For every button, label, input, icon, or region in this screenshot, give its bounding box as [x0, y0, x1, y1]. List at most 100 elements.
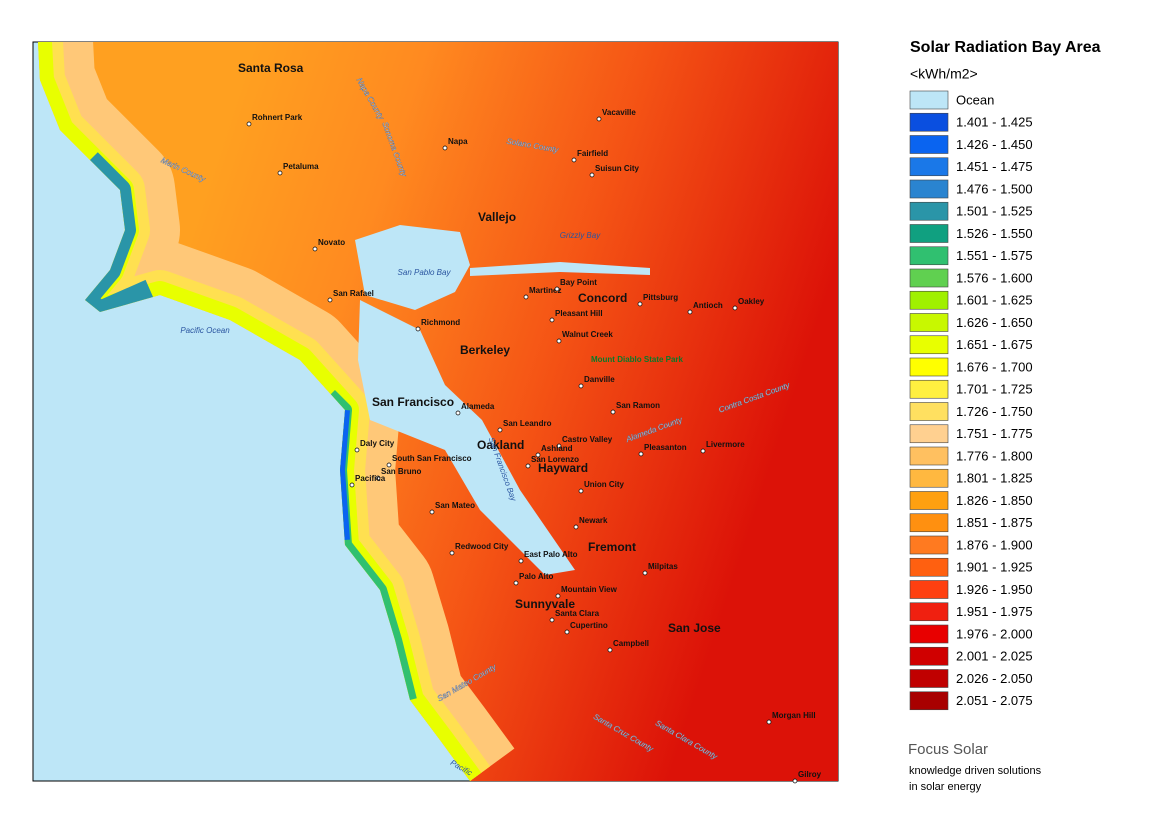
legend-swatch — [909, 201, 949, 221]
legend-swatch — [909, 624, 949, 644]
city-dot — [549, 317, 555, 323]
city-label: Union City — [584, 480, 625, 489]
city-label: Antioch — [693, 301, 723, 310]
region-label: Mount Diablo State Park — [591, 355, 684, 364]
city-dot — [792, 778, 798, 784]
city-dot — [354, 447, 360, 453]
city-label: Palo Alto — [519, 572, 553, 581]
city-label: San Leandro — [503, 419, 552, 428]
city-label: Vacaville — [602, 108, 636, 117]
legend-unit: <kWh/m2> — [910, 66, 978, 82]
legend-label: 1.751 - 1.775 — [956, 426, 1033, 441]
city-dot — [556, 338, 562, 344]
city-dot — [554, 286, 560, 292]
legend-label: 1.576 - 1.600 — [956, 270, 1033, 285]
city-label: Ashland — [541, 444, 573, 453]
legend-swatch — [909, 602, 949, 622]
city-dot — [571, 157, 577, 163]
legend-label: Ocean — [956, 92, 994, 107]
city-label: Petaluma — [283, 162, 319, 171]
city-label: South San Francisco — [392, 454, 472, 463]
legend-label: 1.726 - 1.750 — [956, 404, 1033, 419]
city-label: Mountain View — [561, 585, 618, 594]
city-dot — [449, 550, 455, 556]
legend-swatch — [909, 179, 949, 199]
city-label: Alameda — [461, 402, 495, 411]
legend-label: 1.851 - 1.875 — [956, 515, 1033, 530]
legend-swatch — [909, 246, 949, 266]
legend-swatch — [909, 446, 949, 466]
city-dot — [455, 410, 461, 416]
city-label: Vallejo — [478, 210, 516, 224]
city-dot — [556, 443, 562, 449]
legend-swatch — [909, 535, 949, 555]
city-label: Redwood City — [455, 542, 509, 551]
city-dot — [277, 170, 283, 176]
legend-label: 1.451 - 1.475 — [956, 159, 1033, 174]
city-label: Gilroy — [798, 770, 822, 779]
legend-label: 1.976 - 2.000 — [956, 626, 1033, 641]
city-dot — [327, 297, 333, 303]
city-dot — [518, 558, 524, 564]
legend-swatch — [909, 335, 949, 355]
legend-label: 1.476 - 1.500 — [956, 181, 1033, 196]
city-label: Livermore — [706, 440, 745, 449]
city-label: Berkeley — [460, 343, 510, 357]
city-label: Oakland — [477, 438, 524, 452]
city-dot — [555, 593, 561, 599]
city-label: Pleasanton — [644, 443, 687, 452]
brand: Focus Solar — [908, 741, 988, 758]
city-label: Rohnert Park — [252, 113, 303, 122]
city-dot — [513, 580, 519, 586]
city-dot — [607, 647, 613, 653]
city-label: San Lorenzo — [531, 455, 579, 464]
city-dot — [246, 121, 252, 127]
legend-label: 1.901 - 1.925 — [956, 560, 1033, 575]
city-label: Sunnyvale — [515, 597, 575, 611]
city-dot — [596, 116, 602, 122]
legend-swatch — [909, 424, 949, 444]
legend-label: 1.626 - 1.650 — [956, 315, 1033, 330]
city-label: San Rafael — [333, 289, 374, 298]
city-dot — [375, 475, 381, 481]
city-dot — [549, 617, 555, 623]
city-label: Martinez — [529, 286, 561, 295]
city-label: Walnut Creek — [562, 330, 613, 339]
city-dot — [642, 570, 648, 576]
legend-swatch — [909, 112, 949, 132]
city-dot — [638, 451, 644, 457]
city-label: Cupertino — [570, 621, 608, 630]
city-dot — [578, 383, 584, 389]
legend-swatch — [909, 557, 949, 577]
legend-swatch — [909, 491, 949, 510]
city-dot — [497, 427, 503, 433]
legend-label: 1.926 - 1.950 — [956, 582, 1033, 597]
city-label: Fremont — [588, 540, 636, 554]
city-dot — [573, 524, 579, 530]
legend-swatch — [909, 357, 949, 377]
legend-title: Solar Radiation Bay Area — [910, 39, 1101, 56]
city-label: Oakley — [738, 297, 765, 306]
city-label: Pleasant Hill — [555, 309, 603, 318]
tagline: in solar energy — [909, 781, 982, 793]
legend-label: 1.676 - 1.700 — [956, 359, 1033, 374]
water-label: San Pablo Bay — [398, 268, 452, 277]
legend-label: 2.026 - 2.050 — [956, 671, 1033, 686]
legend-label: 1.601 - 1.625 — [956, 293, 1033, 308]
legend-label: 1.801 - 1.825 — [956, 471, 1033, 486]
city-label: Danville — [584, 375, 615, 384]
legend-swatch — [909, 513, 949, 533]
city-dot — [386, 462, 392, 468]
legend-swatch — [909, 157, 949, 177]
city-dot — [610, 409, 616, 415]
city-label: Daly City — [360, 439, 395, 448]
city-label: Milpitas — [648, 562, 678, 571]
city-label: San Bruno — [381, 467, 422, 476]
city-dot — [429, 509, 435, 515]
city-label: Suisun City — [595, 164, 640, 173]
city-label: Castro Valley — [562, 435, 613, 444]
legend-swatch — [909, 135, 949, 154]
legend-label: 1.826 - 1.850 — [956, 493, 1033, 508]
city-dot — [766, 719, 772, 725]
legend-swatch — [909, 313, 949, 332]
